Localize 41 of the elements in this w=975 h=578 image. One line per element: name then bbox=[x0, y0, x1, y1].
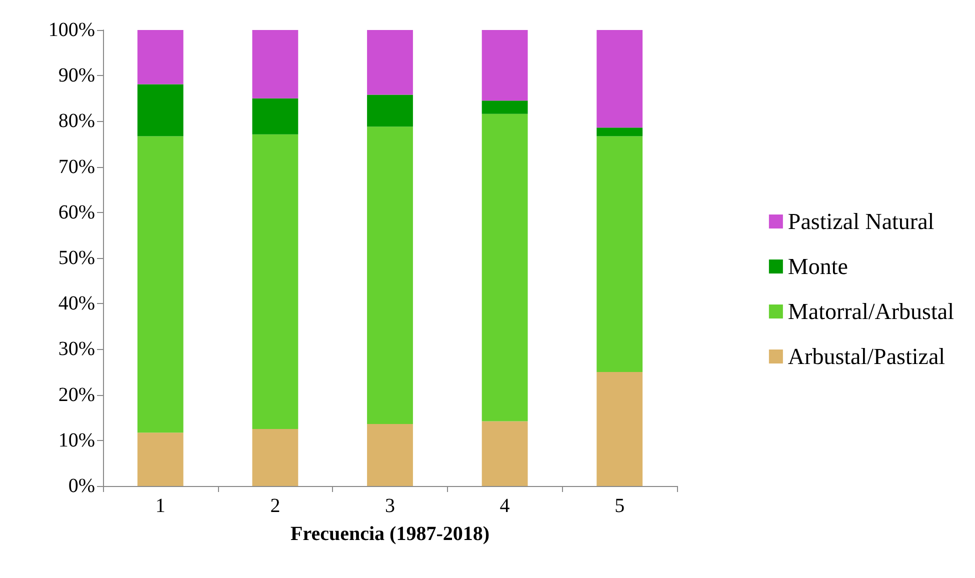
bar bbox=[137, 30, 184, 84]
bar bbox=[367, 94, 413, 127]
bar bbox=[137, 432, 184, 486]
bar bbox=[596, 128, 643, 136]
y-tick-label: 60% bbox=[58, 201, 95, 224]
legend-label: Pastizal Natural bbox=[788, 209, 934, 234]
x-tick-label: 2 bbox=[270, 495, 280, 517]
x-tick-label: 5 bbox=[614, 495, 625, 517]
x-tick-label: 1 bbox=[155, 495, 166, 517]
bar bbox=[137, 136, 184, 433]
bar bbox=[252, 98, 298, 134]
y-tick-label: 90% bbox=[58, 64, 95, 87]
bar bbox=[482, 114, 528, 422]
y-tick-label: 10% bbox=[58, 429, 95, 452]
x-tick-label: 3 bbox=[385, 495, 395, 517]
bar bbox=[252, 134, 298, 429]
y-tick-label: 100% bbox=[48, 19, 95, 41]
y-tick-label: 0% bbox=[68, 475, 95, 497]
y-tick-label: 50% bbox=[58, 247, 95, 269]
bar bbox=[252, 30, 298, 98]
x-tick-label: 4 bbox=[500, 495, 510, 517]
legend-label: Monte bbox=[788, 254, 848, 279]
bar bbox=[367, 126, 413, 424]
legend-label: Arbustal/Pastizal bbox=[788, 344, 946, 369]
y-tick-label: 40% bbox=[58, 292, 95, 315]
bar bbox=[596, 372, 643, 486]
x-axis-title: Frecuencia (1987-2018) bbox=[290, 523, 490, 545]
bar bbox=[367, 30, 413, 95]
bar bbox=[482, 30, 528, 101]
y-tick-label: 70% bbox=[58, 156, 95, 178]
bar bbox=[252, 429, 298, 486]
y-tick-label: 20% bbox=[58, 384, 95, 406]
bar bbox=[482, 421, 528, 486]
y-tick-label: 80% bbox=[58, 110, 95, 132]
bar bbox=[596, 136, 643, 372]
bar bbox=[137, 84, 184, 136]
bar bbox=[482, 100, 528, 114]
legend-label: Matorral/Arbustal bbox=[788, 299, 954, 324]
bar bbox=[367, 424, 413, 486]
y-tick-label: 30% bbox=[58, 338, 95, 360]
bar bbox=[596, 30, 643, 128]
